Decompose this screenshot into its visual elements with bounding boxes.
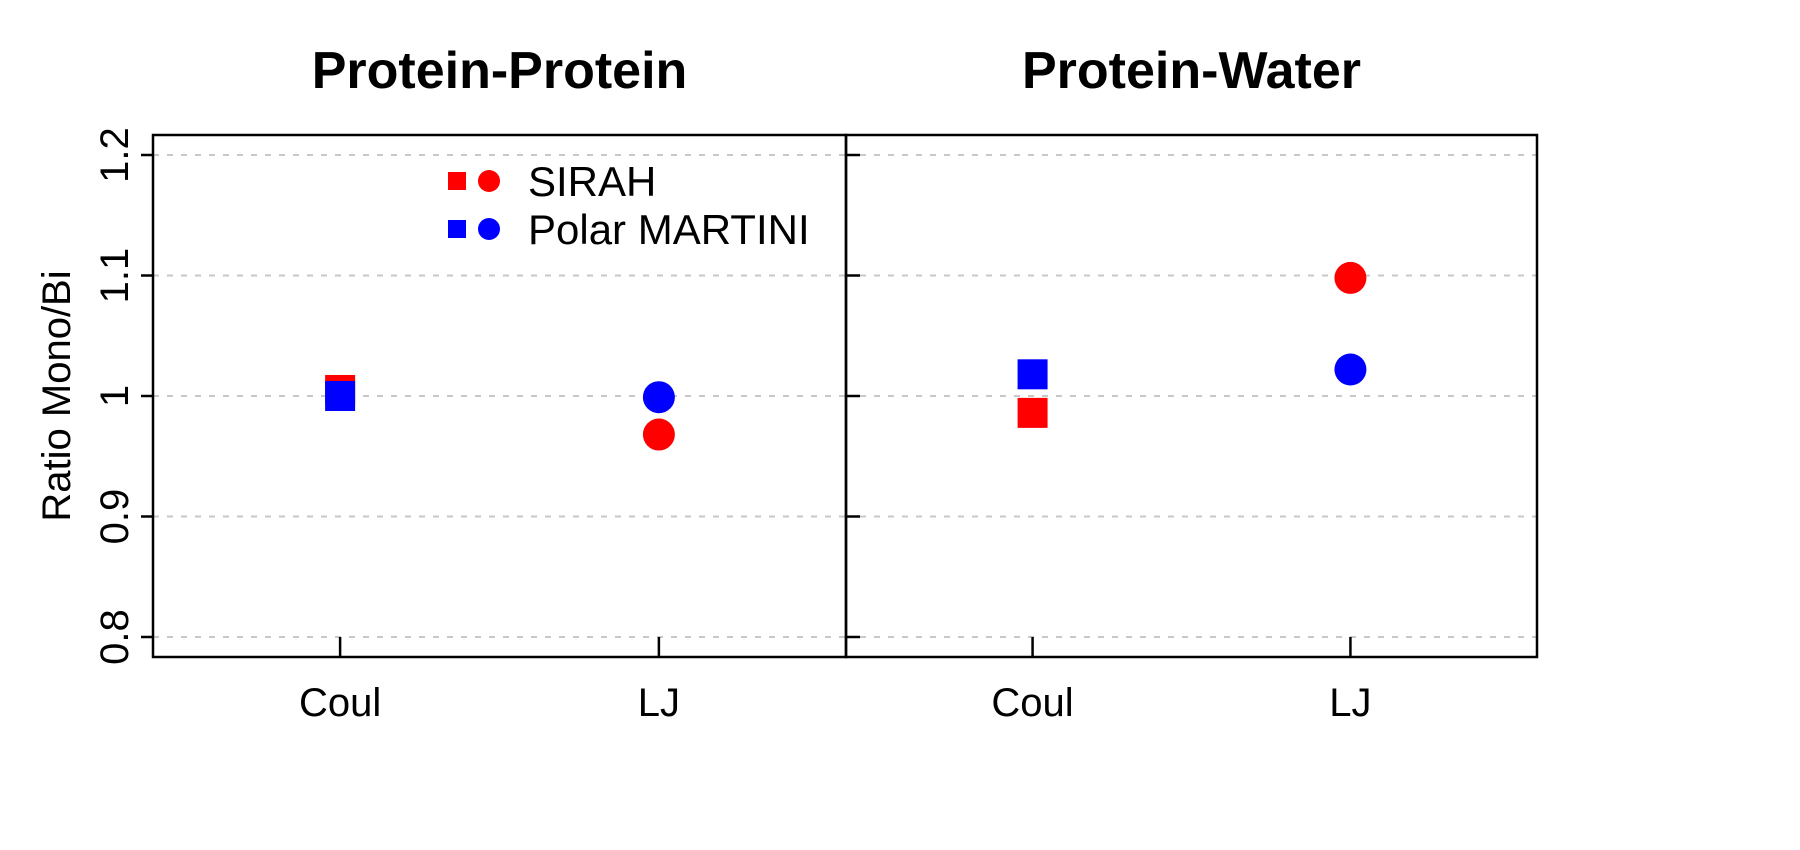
marker-layer [325,261,1367,451]
data-point-circle [642,381,675,414]
text-layer: 0.8 0.9 1 1.1 1.2 Ratio Mono/Bi Protein-Protei… [35,42,1372,725]
x-tick-label: LJ [1329,681,1371,725]
tick-layer [141,153,1352,657]
x-tick-label: Coul [299,681,381,725]
panel-title: Protein-Protein [312,42,688,100]
x-tick-label: LJ [638,681,680,725]
legend-circle [478,218,500,240]
data-point-square [1017,397,1048,428]
legend-label: Polar MARTINI [528,206,810,253]
data-point-circle [642,418,675,451]
data-point-square [1017,359,1048,390]
data-point-circle [1334,261,1367,294]
grid-layer [153,154,1537,638]
x-tick-label: Coul [991,681,1073,725]
data-point-square [325,381,356,411]
legend-circle [478,170,500,192]
data-point-circle [1334,353,1367,386]
y-axis-label: Ratio Mono/Bi [35,270,79,521]
panel-title: Protein-Water [1022,42,1361,100]
y-tick-label: 1 [93,385,137,407]
y-tick-label: 1.2 [93,127,137,183]
legend-label: SIRAH [528,158,656,205]
legend-square [448,172,466,190]
frame-layer [151,133,1539,659]
legend-square [448,220,466,238]
y-tick-label: 0.9 [93,489,137,545]
y-tick-label: 1.1 [93,248,137,304]
y-tick-label: 0.8 [93,609,137,665]
